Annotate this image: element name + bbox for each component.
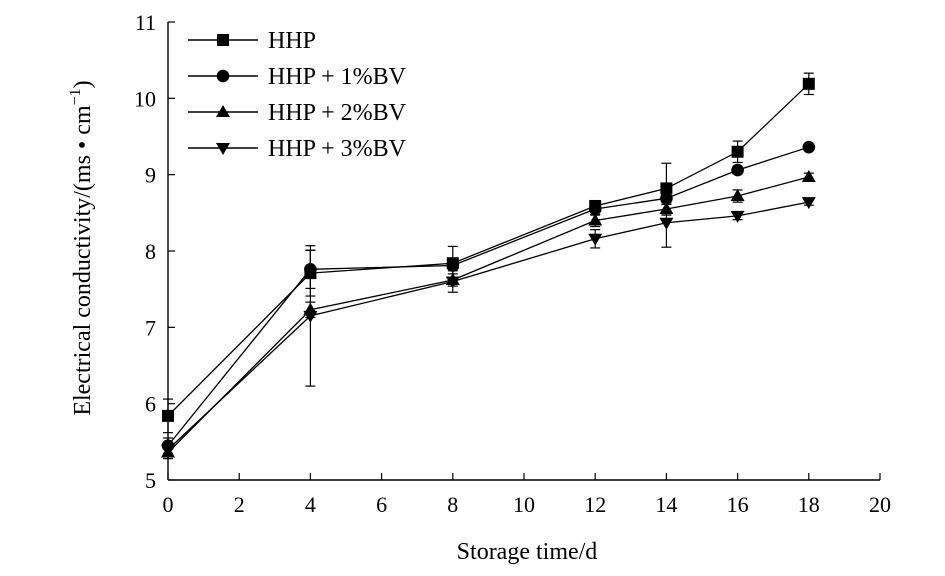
y-tick-label: 7 (145, 315, 156, 340)
x-tick-label: 16 (727, 492, 749, 517)
data-point (303, 310, 318, 323)
y-tick-label: 8 (145, 239, 156, 264)
data-point (445, 276, 460, 289)
y-tick-label: 9 (145, 163, 156, 188)
y-tick-label: 10 (134, 86, 156, 111)
legend-item-1: HHP (188, 28, 316, 54)
series-4 (161, 197, 816, 457)
legend-marker (216, 69, 230, 83)
y-tick-label: 6 (145, 392, 156, 417)
x-tick-label: 14 (655, 492, 677, 517)
series-2 (161, 140, 816, 454)
x-tick-label: 12 (584, 492, 606, 517)
data-point (161, 444, 175, 457)
x-axis-ticks: 0 2 4 6 8 10 12 14 16 18 20 (163, 473, 891, 517)
x-tick-label: 0 (163, 492, 174, 517)
legend-marker (217, 34, 229, 46)
legend: HHP HHP + 1%BV HHP + 2%BV HHP + 3%BV (188, 28, 407, 162)
legend-label: HHP + 2%BV (268, 100, 407, 126)
x-axis-title: Storage time/d (457, 539, 598, 565)
data-point (162, 409, 174, 422)
y-axis-title-close: ) (70, 80, 96, 88)
data-point (588, 202, 602, 216)
x-tick-label: 6 (376, 492, 387, 517)
x-tick-label: 18 (798, 492, 820, 517)
y-axis-title: Electrical conductivity/(ms • cm−1) (67, 80, 96, 415)
legend-marker (216, 143, 230, 155)
x-tick-label: 20 (869, 492, 891, 517)
legend-label: HHP + 1%BV (268, 64, 407, 90)
legend-marker (216, 105, 230, 117)
x-tick-label: 8 (447, 492, 458, 517)
data-point (731, 145, 744, 158)
y-axis-title-exponent: −1 (67, 88, 84, 105)
legend-item-2: HHP + 1%BV (188, 64, 407, 90)
x-tick-label: 10 (513, 492, 535, 517)
data-point (802, 140, 816, 154)
series-1 (162, 72, 815, 434)
series-line (167, 83, 810, 417)
data-point (588, 233, 603, 246)
x-tick-label: 2 (234, 492, 245, 517)
y-axis-ticks: 5 6 7 8 9 10 11 (134, 10, 175, 493)
y-tick-label: 11 (135, 10, 156, 35)
data-point (801, 197, 816, 210)
x-tick-label: 4 (305, 492, 316, 517)
data-point (588, 213, 603, 226)
data-point (659, 217, 674, 230)
y-tick-label: 5 (145, 468, 156, 493)
legend-label: HHP (268, 28, 316, 54)
data-point (801, 169, 816, 182)
data-point (731, 163, 744, 177)
data-point (730, 210, 745, 223)
series-layer (161, 72, 816, 460)
series-3 (161, 169, 816, 460)
legend-item-4: HHP + 3%BV (188, 136, 407, 162)
series-line (167, 146, 809, 447)
legend-item-3: HHP + 2%BV (188, 100, 407, 126)
data-point (802, 77, 815, 90)
data-point (660, 182, 673, 195)
y-axis-title-main: Electrical conductivity/(ms • cm (70, 105, 96, 416)
data-point (730, 189, 745, 202)
axes (167, 22, 880, 481)
data-point (446, 259, 460, 272)
legend-label: HHP + 3%BV (268, 136, 407, 162)
